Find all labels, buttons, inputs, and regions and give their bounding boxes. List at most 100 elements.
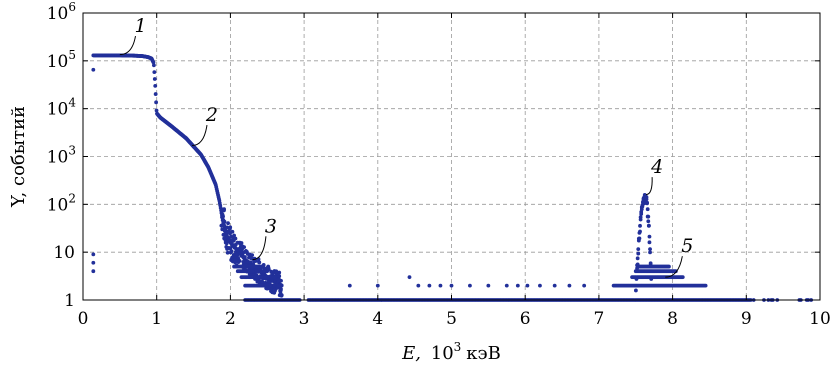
tail-point [277,270,282,275]
curve-point [152,70,157,75]
curve-point [154,108,159,113]
peak-point [648,250,652,255]
annotation-1: 1 [119,15,147,56]
tail-point [221,214,225,219]
x-tick-label: 0 [78,309,89,329]
series-5-point [703,283,708,288]
tail-point [226,221,230,226]
tail-point [225,250,230,255]
x-tick-label: 6 [520,309,531,329]
tail-point [225,225,229,230]
tail-point [279,287,283,291]
tail-point [242,245,247,250]
isolated-point [538,283,542,288]
peak-point [637,236,642,241]
y-axis-label: Y, событий [8,106,29,208]
peak-point [636,247,641,251]
isolated-point [375,283,380,288]
tail-level-point [265,269,269,274]
peak-point [645,207,650,212]
annotation-3: 3 [252,215,277,261]
peak-point [646,219,651,224]
curve-point [153,83,158,88]
y-tick-label: 10 [53,243,75,263]
tail-point [250,253,255,258]
tail-point [239,241,244,245]
tail-level-point [272,275,277,280]
curve-point [154,100,159,105]
peak-point [645,200,649,205]
data-points [91,53,814,302]
peak-point [638,223,642,228]
isolated-point [91,252,96,257]
x-tick-label: 2 [225,309,236,329]
tail-point [222,219,227,224]
x-tick-label: 1 [151,309,162,329]
isolated-point [427,283,432,288]
isolated-point [347,283,352,288]
y-tick-label: 103 [47,144,76,168]
isolated-point [449,283,454,288]
x-axis-label: E, 103 кэВ [401,340,501,364]
y-tick-label: 102 [47,191,76,215]
x-tick-label: 8 [667,309,678,329]
tail-point [257,260,262,265]
annotation-leader [665,256,683,278]
annotation-leader [645,177,653,196]
isolated-point [438,283,443,288]
peak-point [636,251,641,256]
x-tick-label: 5 [446,309,457,329]
peak-point [640,204,645,209]
isolated-point [91,67,96,72]
peak-point [646,214,651,219]
annotation-label: 4 [650,156,663,178]
x-axis-label-prefix: E, [401,343,421,364]
annotation-leader [252,236,267,261]
tail-level-point [261,264,266,269]
annotation-5: 5 [665,235,693,278]
isolated-point [407,275,412,280]
tail-point [279,293,284,298]
grid-lines [83,13,820,300]
tail-point [228,225,233,230]
annotation-label: 3 [265,215,277,237]
tail-point [253,259,258,263]
x-axis-label-suffix: кэВ [466,343,501,364]
peak-point [638,229,642,234]
annotation-label: 5 [681,235,693,257]
isolated-point [91,260,96,265]
annotation-label: 2 [205,104,218,126]
y-tick-label: 106 [47,0,76,24]
tail-point [279,278,283,283]
tail-point [229,249,234,254]
annotation-leader [119,35,136,56]
tail-point [243,255,247,259]
annotation-2: 2 [192,104,218,146]
peak-point [638,215,643,220]
annotation-4: 4 [645,156,663,196]
y-axis-ticks: 1 10 102 103 104 105 106 [47,0,820,311]
isolated-point [486,283,491,288]
isolated-point [91,269,96,274]
x-tick-label: 3 [299,309,310,329]
x-axis-label-unit: 10 [431,343,454,364]
tail-point [233,236,238,241]
peak-point [635,256,640,261]
tail-point [230,229,235,234]
curve-point [152,77,157,81]
x-tick-label: 10 [809,309,831,329]
isolated-point [504,283,509,288]
tail-point [237,259,242,263]
x-tick-label: 7 [593,309,604,329]
peak-point [646,223,651,228]
annotation-label: 1 [134,15,146,37]
peak-point [644,195,649,199]
peak-point [647,234,652,239]
isolated-point [416,283,421,288]
curve-point [151,60,156,65]
isolated-point [567,283,572,288]
isolated-point [468,283,472,288]
tail-point [232,233,237,238]
series-5-point [680,275,685,280]
